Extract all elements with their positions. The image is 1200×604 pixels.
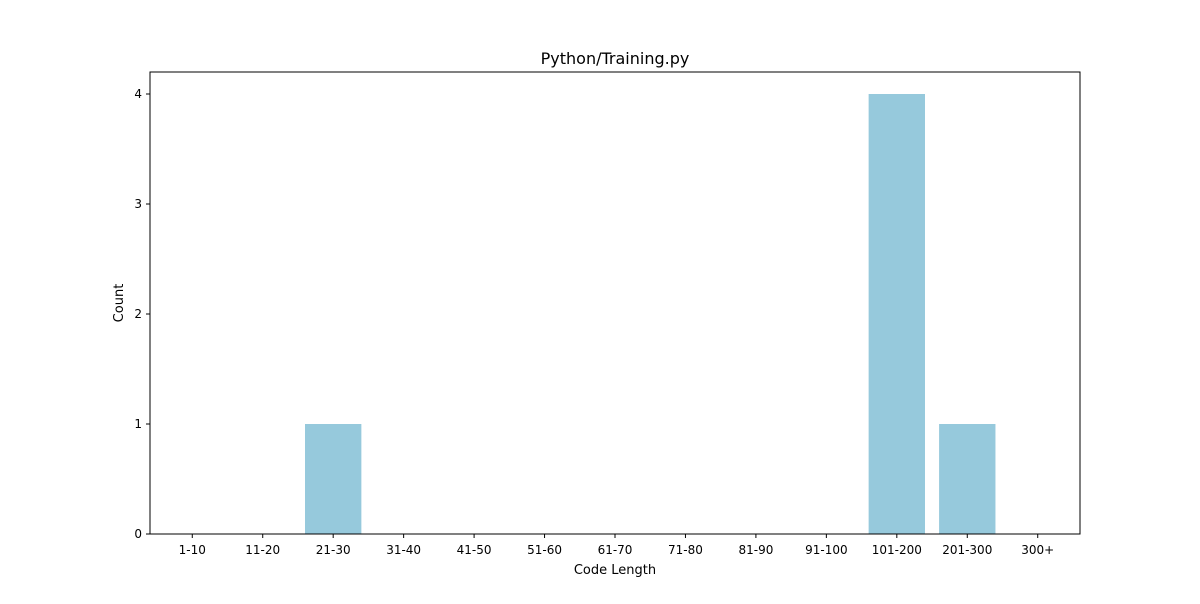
x-tick-label: 61-70 [598,543,633,557]
x-tick-label: 1-10 [179,543,206,557]
x-tick-label: 201-300 [942,543,992,557]
x-tick-label: 51-60 [527,543,562,557]
y-tick-label: 0 [134,527,142,541]
x-tick-label: 71-80 [668,543,703,557]
bar-201-300 [939,424,996,534]
x-tick-label: 21-30 [316,543,351,557]
y-tick-label: 3 [134,197,142,211]
y-axis-ticks: 0 1 2 3 4 [134,87,150,541]
x-tick-label: 81-90 [738,543,773,557]
x-tick-label: 11-20 [245,543,280,557]
x-tick-label: 300+ [1021,543,1054,557]
y-tick-label: 2 [134,307,142,321]
bars-group [305,94,996,534]
y-tick-label: 1 [134,417,142,431]
x-axis-label: Code Length [574,563,656,578]
x-axis-ticks: 1-10 11-20 21-30 31-40 41-50 51-60 61-70 71-80 8… [179,534,1054,557]
plot-frame [149,71,1081,535]
bar-21-30 [305,424,362,534]
x-tick-label: 101-200 [872,543,922,557]
x-tick-label: 91-100 [805,543,848,557]
x-tick-label: 41-50 [457,543,492,557]
y-tick-label: 4 [134,87,142,101]
chart-title: Python/Training.py [541,49,690,68]
bar-101-200 [868,94,925,534]
x-tick-label: 31-40 [386,543,421,557]
y-axis-label: Count [112,284,127,323]
